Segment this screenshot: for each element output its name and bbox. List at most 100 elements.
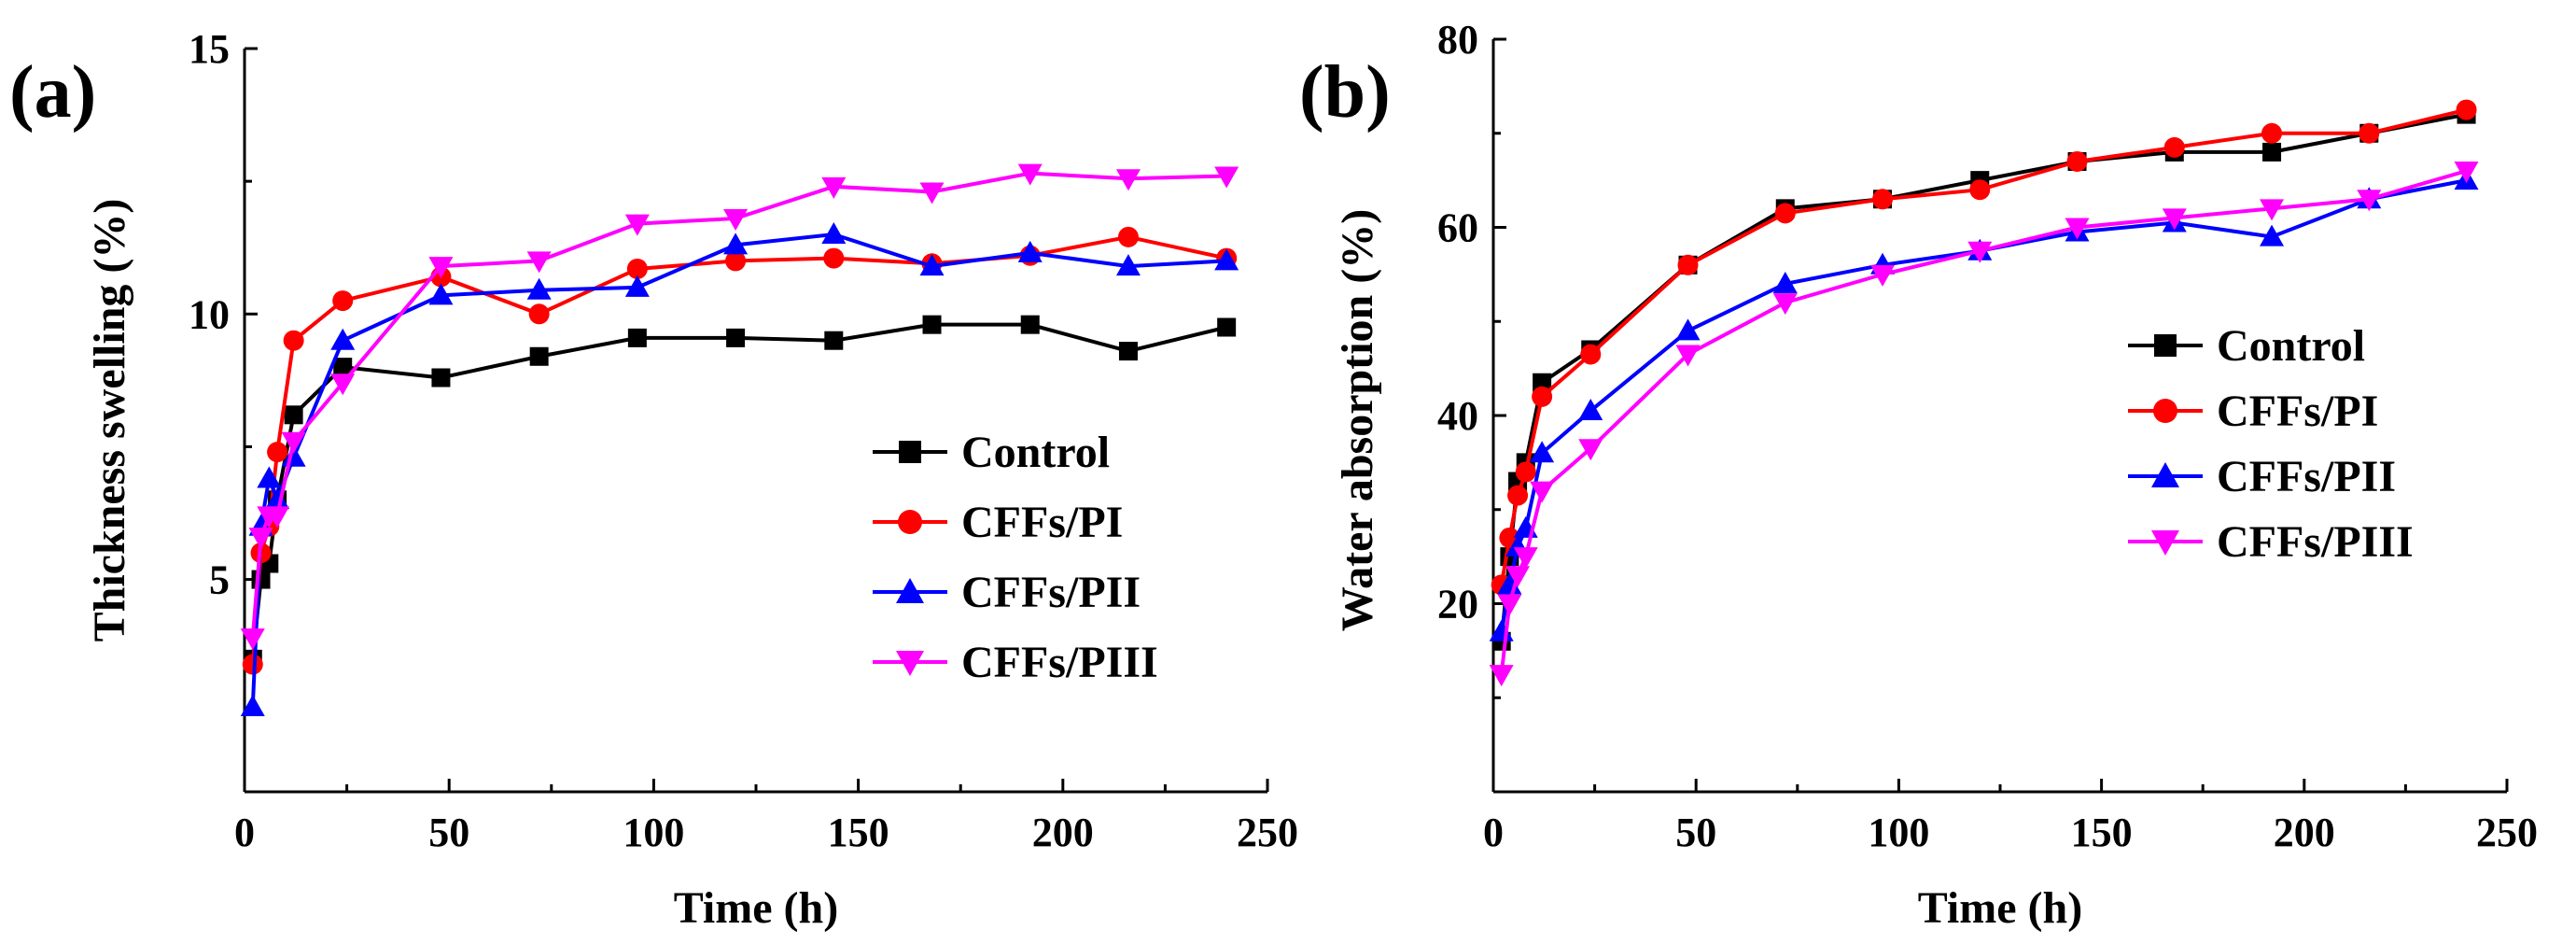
data-point-cffs-pii xyxy=(1578,398,1603,420)
data-point-cffs-piii xyxy=(240,628,265,651)
data-point-cffs-pi xyxy=(1969,179,1991,201)
data-point-cffs-piii xyxy=(2162,208,2187,231)
legend-label-control: Control xyxy=(2217,321,2365,371)
data-point-control xyxy=(431,368,451,387)
data-point-cffs-piii xyxy=(1870,264,1896,287)
data-point-cffs-pii xyxy=(1115,254,1141,276)
data-point-cffs-piii xyxy=(1513,547,1538,570)
data-point-cffs-piii xyxy=(1497,594,1522,616)
data-point-cffs-pii xyxy=(265,487,290,510)
data-point-control xyxy=(824,331,844,350)
data-point-cffs-piii xyxy=(1578,439,1603,461)
data-point-cffs-pi xyxy=(1507,485,1529,506)
series-group-b xyxy=(1489,99,2479,687)
legend-marker-cffs-pi xyxy=(2153,399,2177,423)
x-tick-label: 200 xyxy=(1032,810,1094,855)
data-point-cffs-piii xyxy=(821,176,847,199)
data-point-cffs-pi xyxy=(1117,226,1139,247)
data-point-cffs-piii xyxy=(624,214,650,236)
data-point-cffs-pii xyxy=(526,277,552,300)
data-point-cffs-piii xyxy=(1530,481,1555,503)
legend-label-control: Control xyxy=(961,428,1110,477)
x-tick-label: 0 xyxy=(1483,810,1504,855)
data-point-cffs-pi xyxy=(725,250,747,272)
data-point-cffs-piii xyxy=(1214,166,1239,189)
data-point-cffs-pii xyxy=(1017,240,1043,262)
data-point-cffs-pii xyxy=(2260,224,2285,247)
data-point-cffs-pi xyxy=(1532,386,1553,407)
data-point-cffs-pi xyxy=(2163,136,2185,158)
series-cffs-piii xyxy=(240,163,1239,651)
x-tick-label: 250 xyxy=(2476,810,2538,855)
data-point-cffs-piii xyxy=(1017,163,1043,186)
x-tick-label: 50 xyxy=(428,810,469,855)
legend-b: Control CFFs/PI CFFs/PII CFFs/PIII xyxy=(2128,321,2414,567)
legend-marker-control xyxy=(899,441,921,463)
y-axis-title-b: Water absorption (%) xyxy=(1333,209,1382,631)
data-point-control xyxy=(333,358,353,377)
x-tick-label: 0 xyxy=(234,810,255,855)
y-tick-label: 40 xyxy=(1437,393,1478,439)
series-group-a xyxy=(240,163,1239,717)
x-tick-label: 250 xyxy=(1237,810,1298,855)
legend-marker-cffs-pii xyxy=(2151,462,2179,487)
x-axis-title-b: Time (h) xyxy=(1918,883,2082,933)
x-ticks-b: 0 50 100 150 200 250 xyxy=(1483,779,2538,855)
legend-item-control: Control xyxy=(2128,321,2365,371)
data-point-cffs-piii xyxy=(330,373,356,396)
data-point-cffs-piii xyxy=(2065,218,2090,240)
data-point-cffs-pii xyxy=(330,328,356,350)
data-point-cffs-pii xyxy=(240,695,265,717)
x-tick-label: 100 xyxy=(623,810,684,855)
x-tick-label: 200 xyxy=(2274,810,2335,855)
data-point-cffs-pii xyxy=(624,275,650,297)
data-point-cffs-piii xyxy=(919,182,945,204)
data-point-cffs-piii xyxy=(428,257,454,279)
data-point-cffs-pii xyxy=(1772,271,1798,293)
chart-panel-b: (b) 0 50 100 150 200 250 20 40 60 80 Time (h) Wa… xyxy=(1299,17,2538,933)
data-point-cffs-pi xyxy=(528,303,550,325)
data-point-control xyxy=(1533,373,1552,392)
legend-marker-control xyxy=(2154,334,2177,357)
legend-label-cffs-pi: CFFs/PI xyxy=(2217,387,2378,436)
y-tick-label: 5 xyxy=(209,557,230,603)
x-tick-label: 150 xyxy=(828,810,889,855)
data-point-cffs-pii xyxy=(428,283,454,305)
data-point-cffs-piii xyxy=(265,506,290,528)
legend-item-cffs-pi: CFFs/PI xyxy=(2128,387,2378,436)
data-point-cffs-pii xyxy=(919,254,945,276)
data-point-cffs-pi xyxy=(1774,203,1796,224)
legend-label-cffs-pi: CFFs/PI xyxy=(961,498,1123,547)
data-point-cffs-piii xyxy=(1967,241,1993,263)
data-point-cffs-pi xyxy=(332,290,354,312)
legend-marker-cffs-pi xyxy=(898,510,922,534)
data-point-control xyxy=(284,405,303,425)
data-point-cffs-pii xyxy=(1675,318,1701,341)
data-point-cffs-pi xyxy=(1677,254,1699,275)
x-tick-label: 100 xyxy=(1868,810,1929,855)
data-point-control xyxy=(529,346,549,366)
data-point-cffs-piii xyxy=(2357,190,2382,212)
x-tick-label: 50 xyxy=(1675,810,1716,855)
data-point-control xyxy=(1217,317,1237,337)
data-point-cffs-pii xyxy=(821,222,847,244)
series-cffs-piii xyxy=(1489,162,2479,687)
data-point-cffs-piii xyxy=(2260,199,2285,221)
panel-label-a: (a) xyxy=(9,51,96,134)
legend-item-cffs-piii: CFFs/PIII xyxy=(873,638,1158,687)
x-axis-title-a: Time (h) xyxy=(674,883,838,933)
data-point-cffs-piii xyxy=(1115,169,1141,191)
data-point-cffs-piii xyxy=(526,251,552,274)
data-point-cffs-piii xyxy=(248,528,273,550)
data-point-cffs-piii xyxy=(281,431,306,454)
x-ticks-a: 0 50 100 150 200 250 xyxy=(234,779,1298,855)
data-point-cffs-piii xyxy=(1505,566,1531,588)
legend-item-cffs-pii: CFFs/PII xyxy=(873,568,1141,617)
data-point-cffs-pii xyxy=(723,232,749,255)
series-cffs-pi xyxy=(1491,99,2477,596)
legend-item-cffs-pii: CFFs/PII xyxy=(2128,452,2396,501)
series-cffs-pii xyxy=(240,222,1239,717)
data-point-cffs-pi xyxy=(1580,344,1602,365)
data-point-cffs-pi xyxy=(626,258,648,279)
data-point-cffs-pii xyxy=(1214,248,1239,271)
